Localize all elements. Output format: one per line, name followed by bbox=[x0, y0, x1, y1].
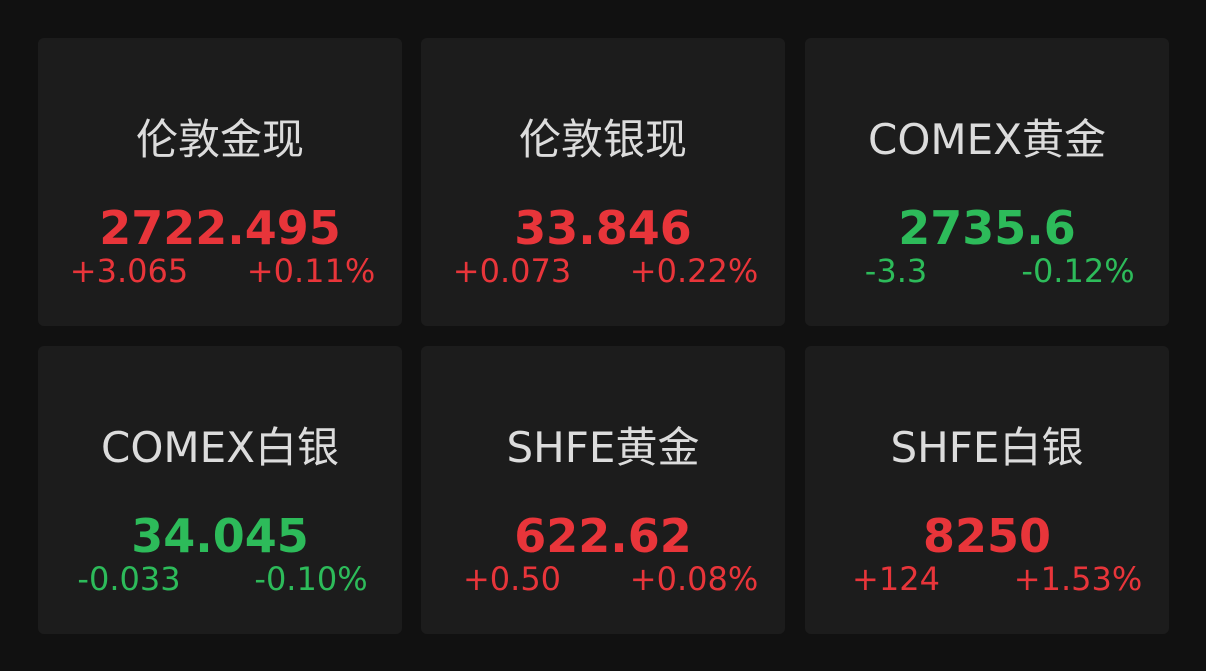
quote-price: 2735.6 bbox=[898, 201, 1076, 255]
quote-percent: +0.11% bbox=[246, 252, 376, 290]
quote-card[interactable]: SHFE黄金 622.62 +0.50 +0.08% bbox=[421, 346, 785, 634]
quote-name: 伦敦银现 bbox=[518, 115, 687, 164]
quote-change: -3.3 bbox=[864, 252, 928, 290]
quote-percent: +0.08% bbox=[629, 560, 759, 598]
quote-card[interactable]: 伦敦金现 2722.495 +3.065 +0.11% bbox=[38, 38, 402, 326]
quote-card[interactable]: COMEX白银 34.045 -0.033 -0.10% bbox=[38, 346, 402, 634]
quote-card[interactable]: 伦敦银现 33.846 +0.073 +0.22% bbox=[421, 38, 785, 326]
quote-name: COMEX黄金 bbox=[868, 115, 1106, 164]
quote-change: +0.073 bbox=[452, 252, 572, 290]
quote-price: 33.846 bbox=[514, 201, 692, 255]
quote-name: COMEX白银 bbox=[101, 423, 339, 472]
quote-price: 34.045 bbox=[131, 509, 309, 563]
quote-change: -0.033 bbox=[77, 560, 181, 598]
quote-percent: +1.53% bbox=[1013, 560, 1143, 598]
quote-price: 2722.495 bbox=[99, 201, 341, 255]
quote-name: SHFE白银 bbox=[890, 423, 1084, 472]
quote-card[interactable]: SHFE白银 8250 +124 +1.53% bbox=[805, 346, 1169, 634]
quote-price: 622.62 bbox=[514, 509, 692, 563]
quote-name: SHFE黄金 bbox=[506, 423, 700, 472]
quote-change: +124 bbox=[852, 560, 940, 598]
quote-change: +3.065 bbox=[69, 252, 189, 290]
quote-percent: -0.12% bbox=[1021, 252, 1135, 290]
quote-change: +0.50 bbox=[462, 560, 562, 598]
quote-percent: -0.10% bbox=[254, 560, 368, 598]
quote-percent: +0.22% bbox=[629, 252, 759, 290]
quote-card[interactable]: COMEX黄金 2735.6 -3.3 -0.12% bbox=[805, 38, 1169, 326]
quote-price: 8250 bbox=[922, 509, 1052, 563]
quote-name: 伦敦金现 bbox=[135, 115, 304, 164]
